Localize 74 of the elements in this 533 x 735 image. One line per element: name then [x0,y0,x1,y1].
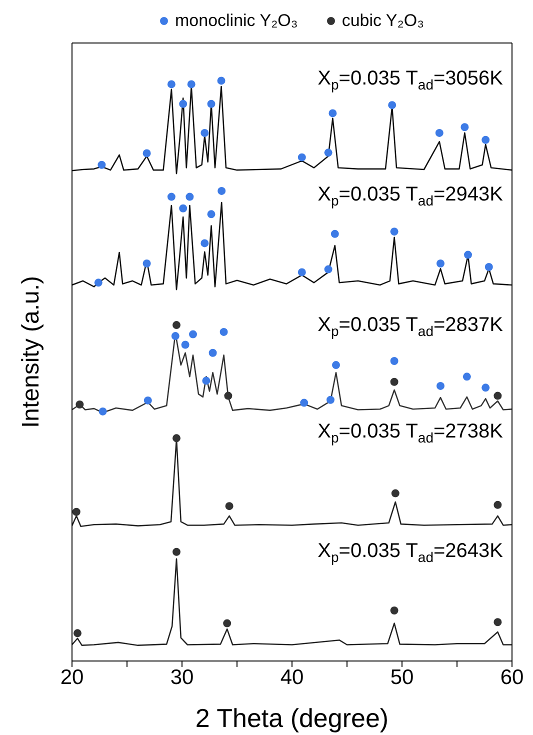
point [391,489,400,498]
annotation: X$_{p}$=0.035 T$_{ad}$=2643K [318,540,504,565]
point [298,153,306,162]
point [223,619,232,628]
point [172,321,180,330]
point [76,400,84,409]
point [220,328,228,336]
point [326,396,334,404]
point [436,260,444,268]
point [436,382,444,390]
x-tick-label: 40 [280,666,304,689]
x-axis-title: 2 Theta (degree) [195,703,389,733]
annotation: X$_{p}$=0.035 T$_{ad}$=2837K [318,314,504,340]
legend-label: monoclinic Y₂O₃ [175,11,298,31]
point [94,278,102,287]
point [324,148,332,157]
point [98,160,106,169]
point [462,372,471,381]
point [482,384,490,392]
point [218,186,226,195]
point [390,228,398,236]
point [172,548,180,556]
point [171,332,180,340]
annotation: X$_{p}$=0.035 T$_{ad}$=3056K [318,68,504,92]
point [494,618,502,626]
point [328,109,337,118]
point [330,230,339,238]
point [484,262,493,271]
point [390,356,398,365]
point [225,502,234,510]
annotation: X$_{p}$=0.035 T$_{ad}$=2738K [318,420,504,446]
point [207,210,216,218]
point [390,606,398,615]
point [207,100,216,108]
point [390,378,398,386]
x-tick-label: 20 [60,666,84,689]
x-tick-label: 50 [390,666,414,689]
point [200,128,209,137]
point [74,629,82,638]
point [482,136,490,144]
point [332,361,340,370]
point [98,407,107,416]
point [200,239,209,248]
point [460,123,469,132]
point [224,392,232,400]
point [494,392,502,400]
point [324,265,332,274]
point [435,128,444,137]
point [494,500,502,509]
point [167,80,176,88]
point [167,192,176,201]
point [300,398,308,407]
point [187,80,196,88]
point [464,250,472,259]
y-axis-title: Intensity (a.u.) [18,276,45,428]
point [208,348,217,357]
point [179,100,188,108]
legend-label: cubic Y₂O₃ [342,11,424,31]
point [72,508,80,516]
x-tick-label: 30 [170,666,194,689]
point [202,376,210,385]
point [172,434,180,442]
point [217,76,226,85]
point [189,330,197,338]
point [181,340,190,349]
point [388,101,396,110]
point [144,396,152,404]
annotation: X$_{p}$=0.035 T$_{ad}$=2943K [318,184,504,208]
point [179,204,188,212]
point [142,149,151,158]
point [298,268,306,276]
x-tick-label: 60 [500,666,524,689]
point [142,260,151,268]
point [186,192,194,201]
